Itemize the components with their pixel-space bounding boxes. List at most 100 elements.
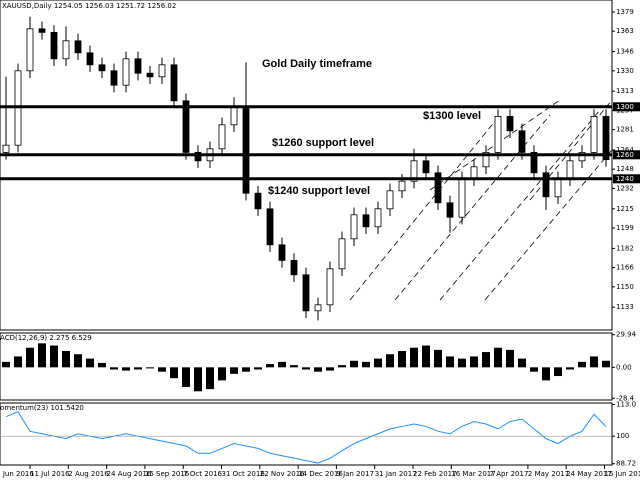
- candle-body: [74, 40, 82, 54]
- candle-body: [530, 151, 538, 174]
- histogram-bar: [434, 349, 442, 368]
- candle-body: [50, 32, 58, 60]
- candle-body: [86, 52, 94, 66]
- histogram-bar: [422, 345, 430, 368]
- histogram-bar: [122, 367, 130, 371]
- candle-body: [518, 130, 526, 153]
- candle-body: [170, 64, 178, 102]
- histogram-bar: [110, 367, 118, 370]
- candle-body: [590, 116, 598, 153]
- y-tick-label: 1232: [616, 184, 634, 192]
- histogram-bar: [458, 358, 466, 368]
- histogram-bar: [230, 367, 238, 374]
- histogram-bar: [362, 361, 370, 368]
- candle-body: [254, 192, 262, 210]
- momentum-line: [5, 411, 607, 464]
- candle-body: [2, 144, 10, 153]
- histogram-bar: [410, 347, 418, 368]
- histogram-bar: [14, 356, 22, 368]
- histogram-bar: [38, 343, 46, 368]
- y-tick-label: 100: [616, 432, 629, 440]
- histogram-bar: [398, 350, 406, 368]
- histogram-bar: [326, 367, 334, 371]
- histogram-bar: [590, 356, 598, 368]
- panel-frame: [0, 332, 613, 401]
- histogram-bar: [170, 367, 178, 379]
- y-tick-label: -28.4: [616, 394, 635, 402]
- candle-body: [194, 151, 202, 162]
- y-tick-label: 0.00: [616, 363, 632, 371]
- y-tick-label: 1330: [616, 67, 634, 75]
- histogram-bar: [602, 360, 610, 368]
- y-tick-label: 1346: [616, 48, 634, 56]
- candle-body: [410, 160, 418, 182]
- histogram-bar: [86, 358, 94, 368]
- x-tick-label: 11 Jul 2016: [30, 470, 70, 478]
- candle-body: [230, 106, 238, 126]
- panel-frame: [0, 0, 613, 331]
- histogram-bar: [494, 347, 502, 368]
- y-tick-label: 1264: [616, 146, 634, 154]
- candle-body: [302, 274, 310, 312]
- chart-title: XAUUSD,Daily 1254.05 1256.03 1251.72 125…: [2, 2, 176, 10]
- candle-body: [218, 124, 226, 150]
- x-tick-label: 15 Jun 2017: [605, 470, 640, 478]
- histogram-bar: [554, 367, 562, 377]
- candle-body: [314, 304, 322, 312]
- histogram-bar: [50, 345, 58, 368]
- histogram-bar: [350, 360, 358, 368]
- candle-body: [542, 172, 550, 198]
- histogram-bar: [62, 350, 70, 368]
- panel-frame: [0, 402, 613, 466]
- candle-body: [422, 160, 430, 174]
- candle-body: [146, 72, 154, 78]
- indicator-title: Momentum(23) 101.5420: [0, 404, 84, 412]
- histogram-bar: [242, 367, 250, 372]
- y-tick-label: 1199: [616, 224, 634, 232]
- histogram-bar: [2, 361, 10, 368]
- candle-body: [470, 166, 478, 180]
- histogram-bar: [566, 367, 574, 370]
- histogram-bar: [578, 361, 586, 368]
- candle-body: [266, 208, 274, 246]
- level-label: 1260: [616, 151, 634, 159]
- level-label: 1240: [616, 175, 634, 183]
- histogram-bar: [374, 358, 382, 368]
- candle-body: [458, 178, 466, 218]
- level-label: 1300: [616, 103, 634, 111]
- histogram-bar: [530, 367, 538, 372]
- histogram-bar: [158, 367, 166, 372]
- candle-body: [62, 40, 70, 60]
- candle-body: [350, 214, 358, 240]
- indicator-title: MACD(12,26,9) 2.275 6.529: [0, 334, 92, 342]
- candle-body: [506, 116, 514, 132]
- candle-body: [182, 100, 190, 153]
- annotation: Gold Daily timeframe: [262, 58, 372, 70]
- annotation: $1300 level: [423, 110, 481, 122]
- histogram-bar: [506, 349, 514, 368]
- histogram-bar: [98, 362, 106, 368]
- histogram-bar: [314, 367, 322, 372]
- y-tick-label: 1379: [616, 8, 634, 16]
- candle-body: [386, 190, 394, 210]
- candle-body: [578, 151, 586, 162]
- y-tick-label: 1281: [616, 126, 634, 134]
- candle-body: [602, 116, 610, 161]
- candle-body: [98, 64, 106, 72]
- histogram-bar: [446, 356, 454, 368]
- x-tick-label: 24 May 2017: [566, 470, 612, 478]
- x-tick-label: 7 Apr 2017: [490, 470, 529, 478]
- y-tick-label: 1215: [616, 205, 634, 213]
- candle-body: [278, 244, 286, 261]
- histogram-bar: [518, 358, 526, 368]
- candle-body: [38, 28, 46, 33]
- candle-body: [158, 64, 166, 78]
- histogram-bar: [278, 361, 286, 368]
- x-tick-label: 7 Oct 2016: [183, 470, 222, 478]
- histogram-bar: [194, 367, 202, 392]
- histogram-bar: [302, 367, 310, 370]
- candle-body: [398, 180, 406, 192]
